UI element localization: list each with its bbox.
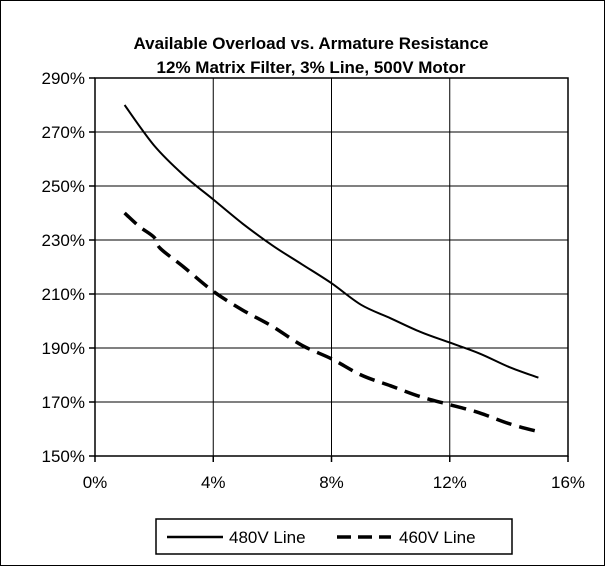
series-layer — [123, 104, 539, 434]
x-tick-label: 0% — [83, 473, 108, 492]
y-tick-label: 190% — [42, 339, 85, 358]
grid — [95, 78, 568, 456]
y-tick-label: 270% — [42, 123, 85, 142]
y-tick-label: 170% — [42, 393, 85, 412]
axis-ticks: 150% 170% 190% 210% 230% 250% 270% 290% 0% 4% 8% 12… — [42, 69, 586, 492]
series-line-460v-line — [123, 211, 539, 434]
y-tick-label: 230% — [42, 231, 85, 250]
x-tick-label: 12% — [433, 473, 467, 492]
y-tick-label: 150% — [42, 447, 85, 466]
y-tick-label: 210% — [42, 285, 85, 304]
legend-label-480v-line: 480V Line — [229, 528, 306, 547]
y-tick-label: 250% — [42, 177, 85, 196]
chart-title: Available Overload vs. Armature Resistan… — [134, 34, 489, 53]
chart-subtitle: 12% Matrix Filter, 3% Line, 500V Motor — [157, 58, 466, 77]
legend: 480V Line 460V Line — [155, 518, 513, 555]
x-tick-label: 16% — [551, 473, 585, 492]
legend-label-460v-line: 460V Line — [399, 528, 476, 547]
x-tick-label: 8% — [319, 473, 344, 492]
series-line-480v-line — [123, 104, 539, 379]
y-tick-label: 290% — [42, 69, 85, 88]
x-tick-label: 4% — [201, 473, 226, 492]
